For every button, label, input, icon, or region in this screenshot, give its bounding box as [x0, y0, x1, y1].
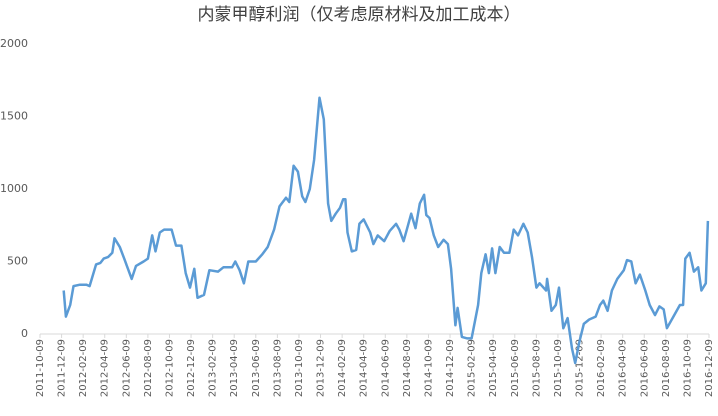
x-tick-label: 2014-04-09: [359, 339, 370, 397]
y-tick-label: 2000: [0, 37, 28, 50]
y-tick-label: 1000: [0, 182, 28, 195]
x-tick-label: 2014-10-09: [423, 339, 434, 397]
x-tick-label: 2014-12-09: [445, 339, 456, 397]
x-tick-label: 2014-06-09: [380, 339, 391, 397]
x-tick-label: 2015-08-09: [531, 339, 542, 397]
x-tick-label: 2012-06-09: [121, 339, 132, 397]
x-tick-label: 2013-08-09: [272, 339, 283, 397]
y-tick-label: 500: [7, 255, 28, 268]
y-tick-label: 1500: [0, 110, 28, 123]
x-tick-label: 2015-12-09: [575, 339, 586, 397]
x-tick-label: 2015-04-09: [488, 339, 499, 397]
x-tick-label: 2013-12-09: [316, 339, 327, 397]
x-tick-label: 2014-08-09: [402, 339, 413, 397]
y-tick-label: 0: [21, 327, 28, 340]
x-tick-label: 2016-08-09: [661, 339, 672, 397]
x-tick-label: 2015-06-09: [510, 339, 521, 397]
x-tick-label: 2015-10-09: [553, 339, 564, 397]
x-tick-label: 2013-10-09: [294, 339, 305, 397]
data-line: [62, 96, 710, 365]
x-tick-label: 2011-12-09: [57, 339, 68, 397]
x-tick-label: 2011-10-09: [35, 339, 46, 397]
x-tick-label: 2013-02-09: [208, 339, 219, 397]
x-tick-label: 2014-02-09: [337, 339, 348, 397]
x-tick-label: 2012-08-09: [143, 339, 154, 397]
x-tick-label: 2016-10-09: [682, 339, 693, 397]
x-tick-label: 2016-06-09: [639, 339, 650, 397]
x-tick-label: 2013-04-09: [229, 339, 240, 397]
x-tick-label: 2016-04-09: [618, 339, 629, 397]
x-tick-label: 2012-12-09: [186, 339, 197, 397]
x-tick-label: 2012-04-09: [100, 339, 111, 397]
x-tick-label: 2016-12-09: [704, 339, 715, 397]
chart-title: 内蒙甲醇利润（仅考虑原材料及加工成本）: [198, 5, 521, 25]
x-tick-label: 2013-06-09: [251, 339, 262, 397]
x-tick-label: 2015-02-09: [467, 339, 478, 397]
x-tick-label: 2012-02-09: [78, 339, 89, 397]
x-tick-label: 2012-10-09: [164, 339, 175, 397]
x-tick-label: 2016-02-09: [596, 339, 607, 397]
